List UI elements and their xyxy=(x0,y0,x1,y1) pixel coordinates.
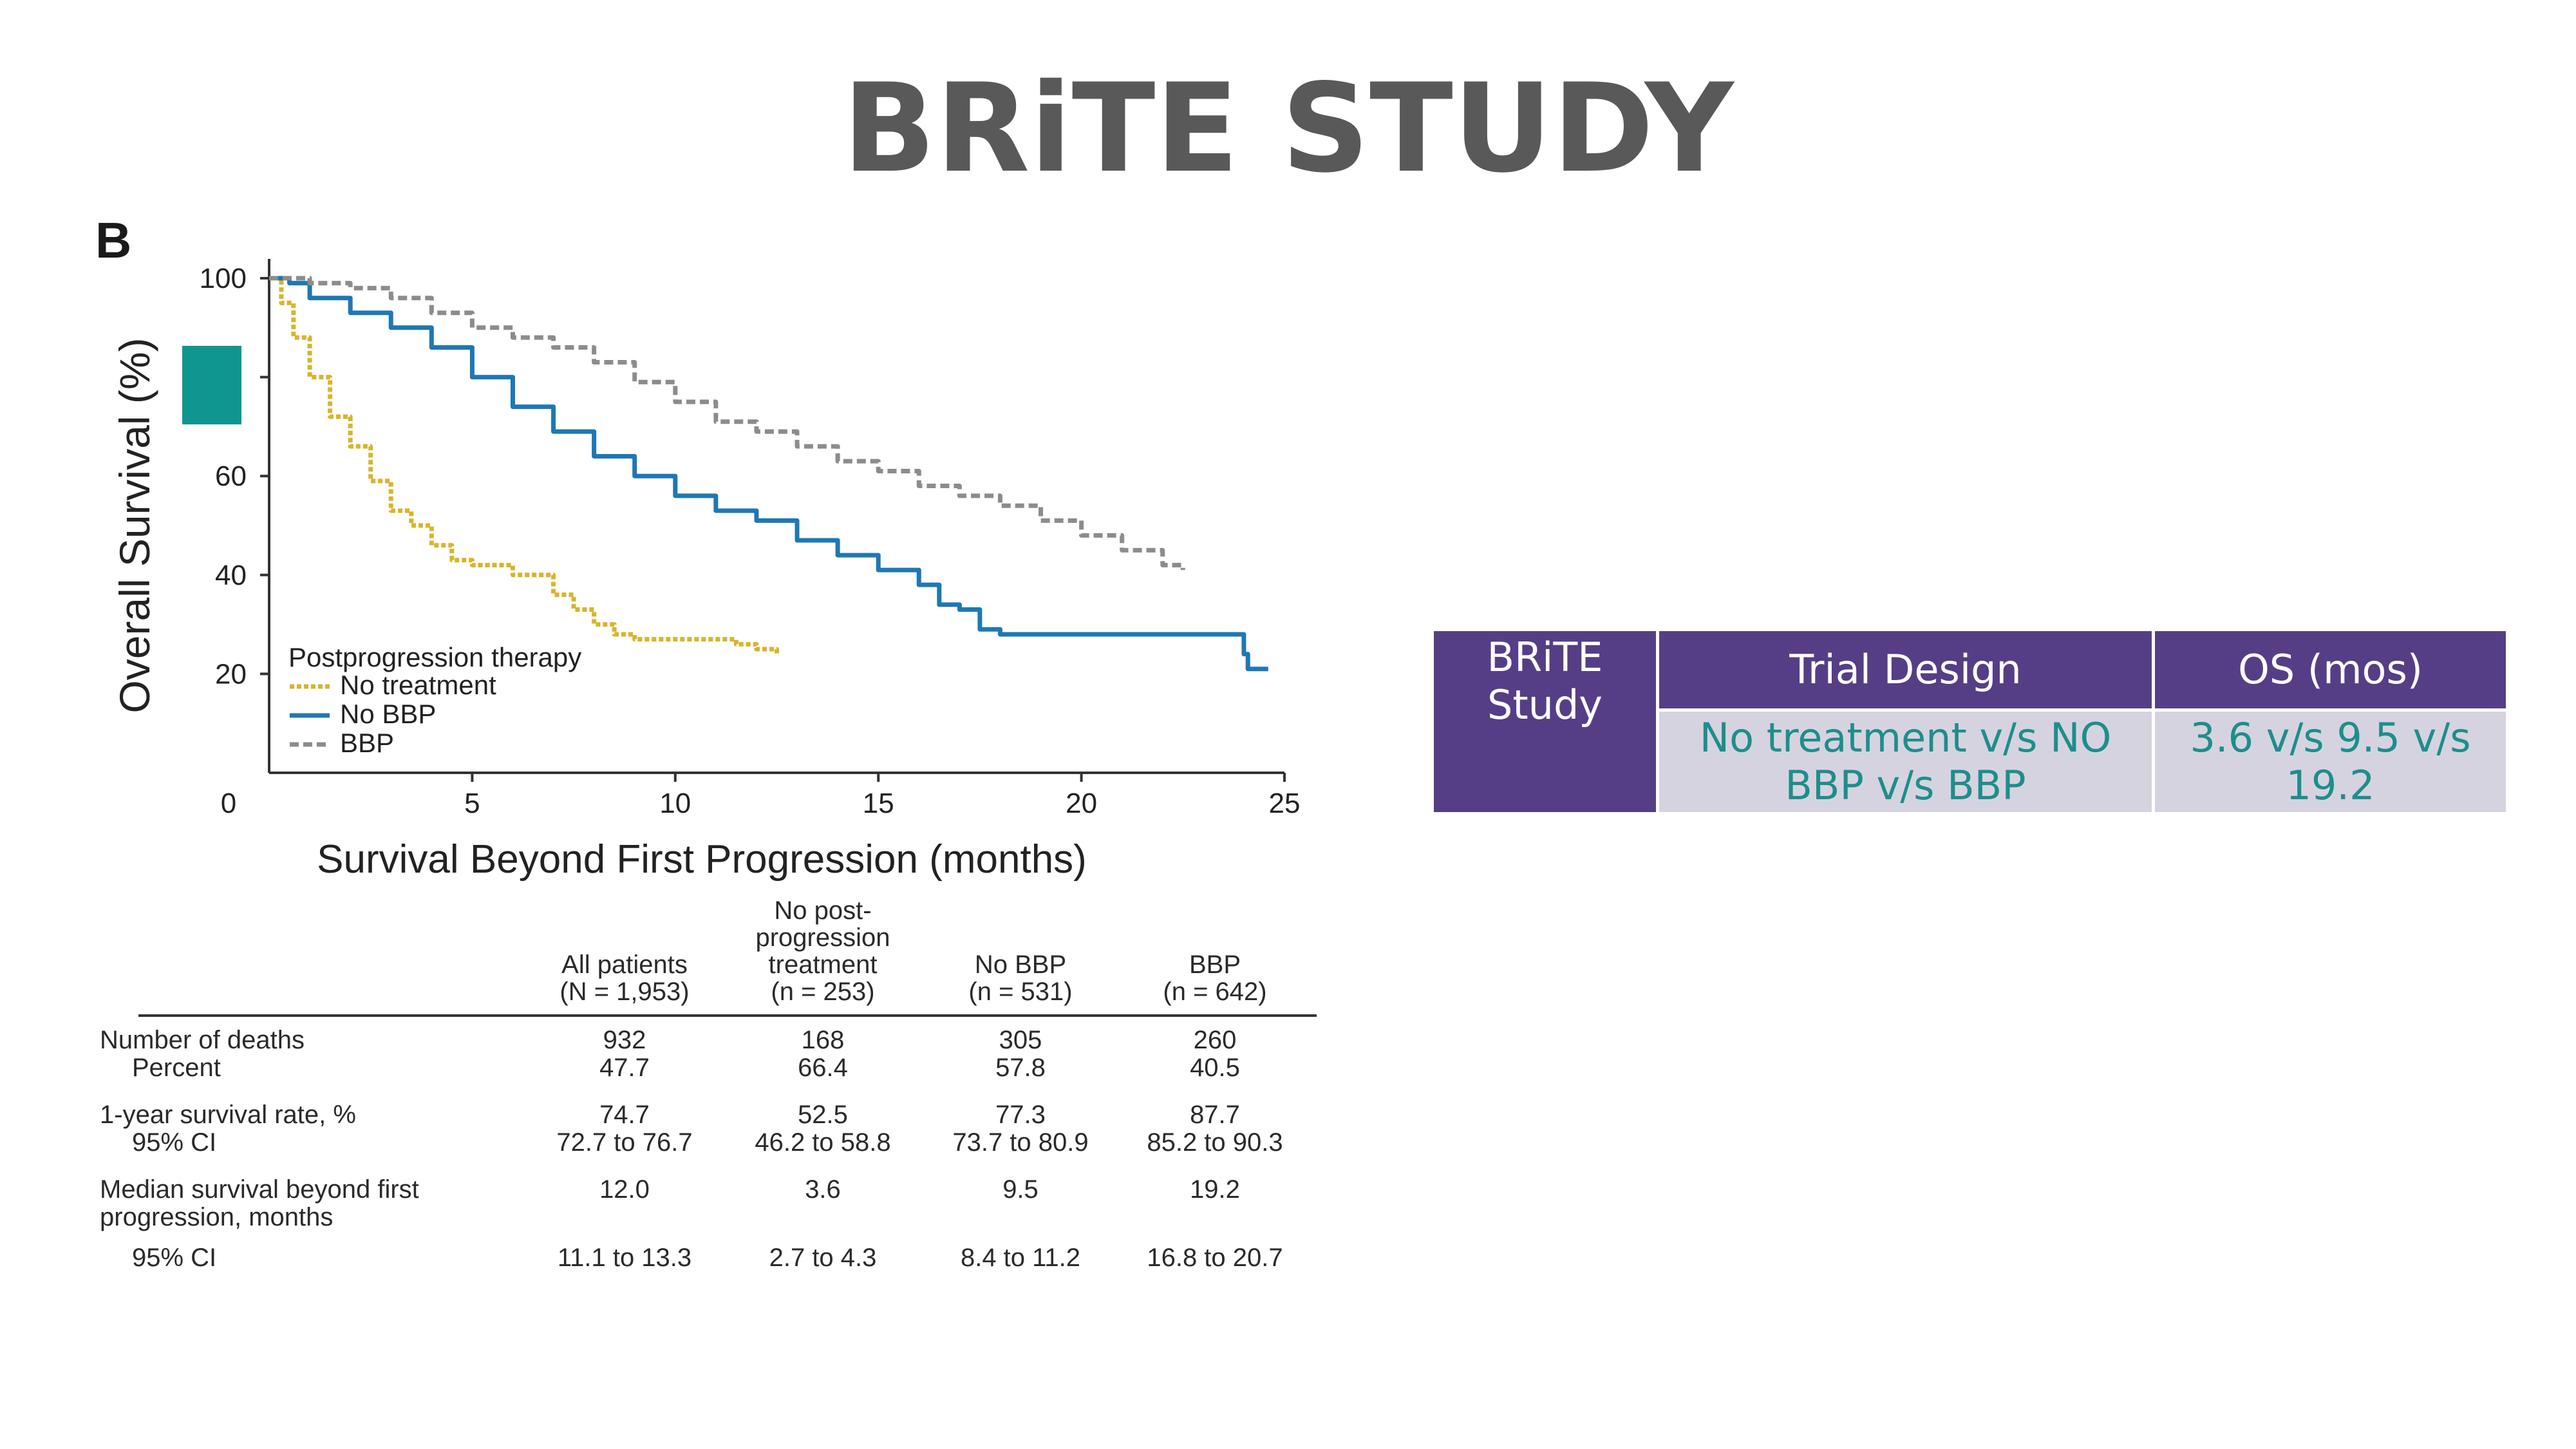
x-axis-title: Survival Beyond First Progression (month… xyxy=(317,837,1087,882)
outcome-cell: 260 xyxy=(1193,1026,1237,1054)
outcome-cell: 85.2 to 90.3 xyxy=(1147,1128,1283,1157)
outcome-row: 1-year survival rate, % 74.7 52.5 77.3 87.7 xyxy=(100,1101,1317,1129)
outcome-row: Median survival beyond first 12.0 3.6 9.5 19… xyxy=(100,1175,1317,1204)
outcome-cell: 8.4 to 11.2 xyxy=(960,1244,1081,1272)
x-tick-label-10: 10 xyxy=(659,788,691,819)
y-tick-label-100: 100 xyxy=(200,263,247,294)
km-survival-chart: 0 5 10 15 20 25 20 40 60 100 Overall Survival (%) S… xyxy=(111,259,1301,882)
panel-label: B xyxy=(95,212,132,269)
outcome-row-label: 95% CI xyxy=(132,1244,217,1272)
outcome-cell: 77.3 xyxy=(995,1101,1046,1129)
y-axis-title: Overall Survival (%) xyxy=(111,337,158,713)
outcome-row-label: Number of deaths xyxy=(100,1026,305,1054)
outcome-row: 95% CI 11.1 to 13.3 2.7 to 4.3 8.4 to 11.2 1… xyxy=(132,1244,1317,1272)
outcome-row-group: 1-year survival rate, % 74.7 52.5 77.3 87.7 9… xyxy=(100,1101,1317,1157)
outcome-cell: 66.4 xyxy=(798,1054,848,1082)
outcome-table-header: All patients (N = 1,953) No post- progres… xyxy=(138,889,1317,1017)
series-line-bbp xyxy=(269,276,1185,571)
outcome-row-label: 1-year survival rate, % xyxy=(100,1101,356,1129)
outcome-row-label: progression, months xyxy=(100,1203,334,1231)
summary-table: BRiTE Study Trial Design OS (mos) No tre… xyxy=(1431,628,2509,815)
trial-design-cell: No treatment v/s NO BBP v/s BBP xyxy=(1656,708,2155,815)
x-tick-label-0: 0 xyxy=(221,788,236,819)
outcome-cell: 3.6 xyxy=(805,1175,841,1204)
series-line-no-bbp xyxy=(269,276,1268,672)
x-tick-label-5: 5 xyxy=(464,788,480,819)
outcome-cell: 87.7 xyxy=(1190,1101,1240,1129)
outcome-cell: 52.5 xyxy=(798,1101,848,1129)
outcome-cell: 11.1 to 13.3 xyxy=(557,1244,692,1272)
x-tick-label-20: 20 xyxy=(1066,788,1097,819)
outcome-column-header: BBP (n = 642) xyxy=(1163,951,1267,1006)
outcome-cell: 168 xyxy=(801,1026,845,1054)
outcome-cell: 19.2 xyxy=(1190,1175,1240,1204)
y-tick-label-20: 20 xyxy=(215,658,247,690)
outcome-cell: 72.7 to 76.7 xyxy=(556,1128,693,1157)
outcome-cell: 47.7 xyxy=(599,1054,650,1082)
outcome-cell: 40.5 xyxy=(1190,1054,1240,1082)
y-tick-label-60: 60 xyxy=(215,460,247,492)
outcome-row-label: Median survival beyond first xyxy=(100,1175,419,1204)
x-tick-label-15: 15 xyxy=(863,788,894,819)
outcome-column-header: No BBP (n = 531) xyxy=(968,951,1073,1006)
label-cover-block xyxy=(182,346,241,424)
legend-label-no-bbp: No BBP xyxy=(340,699,436,729)
outcome-cell: 932 xyxy=(603,1026,646,1054)
study-name-cell: BRiTE Study xyxy=(1431,628,1659,815)
outcome-cell: 73.7 to 80.9 xyxy=(952,1128,1089,1157)
outcome-cell: 9.5 xyxy=(1002,1175,1039,1204)
outcome-row-group: Number of deaths 932 168 305 260 Percent 47.7 6… xyxy=(100,1026,1317,1082)
series-line-no-treatment xyxy=(269,276,779,654)
outcome-row-group: Median survival beyond first 12.0 3.6 9.5 19… xyxy=(100,1175,1317,1272)
os-header: OS (mos) xyxy=(2152,628,2509,712)
outcome-cell: 305 xyxy=(999,1026,1042,1054)
outcome-table: All patients (N = 1,953) No post- progres… xyxy=(100,889,1317,1272)
outcome-cell: 16.8 to 20.7 xyxy=(1147,1244,1283,1272)
outcome-cell: 12.0 xyxy=(599,1175,650,1204)
y-tick-label-40: 40 xyxy=(215,560,247,591)
outcome-table-body: Number of deaths 932 168 305 260 Percent 47.7 6… xyxy=(100,1026,1317,1272)
os-cell: 3.6 v/s 9.5 v/s 19.2 xyxy=(2152,708,2509,815)
outcome-cell: 57.8 xyxy=(995,1054,1046,1082)
outcome-row-label: 95% CI xyxy=(132,1128,217,1157)
slide-title: BRiTE STUDY xyxy=(842,57,1734,200)
legend-label-bbp: BBP xyxy=(340,728,394,758)
trial-design-header: Trial Design xyxy=(1656,628,2155,712)
outcome-row-label: Percent xyxy=(132,1054,221,1082)
outcome-row: progression, months xyxy=(100,1203,1317,1231)
outcome-cell: 74.7 xyxy=(599,1101,650,1129)
outcome-column-header: No post- progression treatment (n = 253) xyxy=(755,896,890,1006)
outcome-cell: 46.2 to 58.8 xyxy=(755,1128,891,1157)
outcome-row: Percent 47.7 66.4 57.8 40.5 xyxy=(132,1054,1317,1082)
outcome-column-header: All patients (N = 1,953) xyxy=(559,951,690,1006)
outcome-row: Number of deaths 932 168 305 260 xyxy=(100,1026,1317,1054)
outcome-row: 95% CI 72.7 to 76.7 46.2 to 58.8 73.7 to 80… xyxy=(132,1128,1317,1157)
outcome-cell: 2.7 to 4.3 xyxy=(769,1244,877,1272)
legend-title: Postprogression therapy xyxy=(288,642,581,672)
legend-label-no-treatment: No treatment xyxy=(340,670,496,700)
x-tick-label-25: 25 xyxy=(1269,788,1301,819)
